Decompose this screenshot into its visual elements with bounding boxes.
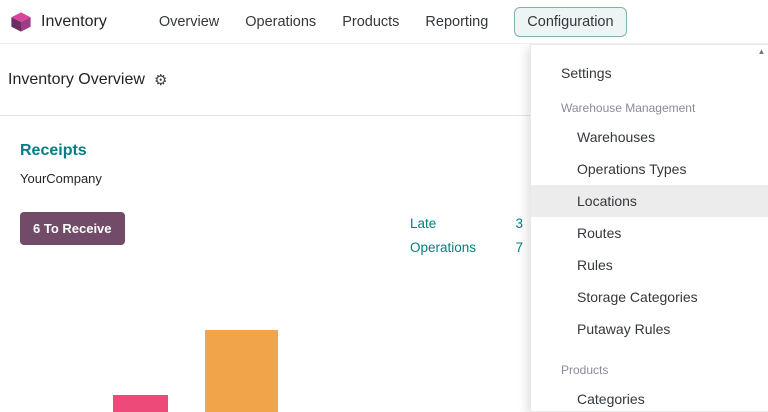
dropdown-item-categories[interactable]: Categories bbox=[577, 391, 645, 407]
dropdown-item-operations-types[interactable]: Operations Types bbox=[577, 161, 687, 177]
dropdown-item-rules[interactable]: Rules bbox=[577, 257, 613, 273]
gear-icon[interactable]: ⚙ bbox=[153, 71, 168, 89]
app-name[interactable]: Inventory bbox=[41, 12, 107, 30]
configuration-dropdown: Settings Warehouse Management Warehouses… bbox=[530, 44, 768, 412]
stat-late-label[interactable]: Late bbox=[410, 216, 437, 231]
dropdown-item-storage-categories[interactable]: Storage Categories bbox=[577, 289, 698, 305]
dropdown-section-products: Products bbox=[561, 363, 609, 377]
dropdown-item-putaway-rules[interactable]: Putaway Rules bbox=[577, 321, 671, 337]
stat-late[interactable]: Late 3 bbox=[410, 212, 523, 236]
dropdown-scrollbar[interactable]: ▲ bbox=[755, 44, 768, 412]
dropdown-item-warehouses[interactable]: Warehouses bbox=[577, 129, 656, 145]
menu-item-reporting[interactable]: Reporting bbox=[425, 13, 489, 30]
receipts-card-title[interactable]: Receipts bbox=[20, 142, 87, 159]
menu-item-overview[interactable]: Overview bbox=[158, 13, 220, 30]
page-title: Inventory Overview bbox=[8, 70, 145, 88]
dropdown-item-settings[interactable]: Settings bbox=[561, 65, 612, 81]
chart-bar-pink bbox=[113, 395, 168, 412]
stat-operations-label[interactable]: Operations bbox=[410, 240, 477, 255]
stat-late-value[interactable]: 3 bbox=[515, 216, 523, 231]
menu-item-products[interactable]: Products bbox=[342, 13, 400, 30]
menu-item-configuration[interactable]: Configuration bbox=[514, 6, 627, 37]
to-receive-button[interactable]: 6 To Receive bbox=[20, 212, 125, 245]
scroll-up-icon[interactable]: ▲ bbox=[757, 47, 766, 56]
receipts-card-company: YourCompany bbox=[20, 171, 102, 186]
dropdown-section-warehouse-management: Warehouse Management bbox=[561, 101, 696, 115]
menu-item-operations[interactable]: Operations bbox=[245, 13, 317, 30]
stat-operations[interactable]: Operations 7 bbox=[410, 236, 523, 260]
chart-bar-orange bbox=[205, 330, 278, 412]
top-navbar: Inventory Overview Operations Products R… bbox=[0, 0, 768, 44]
dropdown-item-locations[interactable]: Locations bbox=[531, 185, 768, 217]
dropdown-item-routes[interactable]: Routes bbox=[577, 225, 622, 241]
main-menu: Overview Operations Products Reporting C… bbox=[158, 6, 627, 37]
receipts-stats: Late 3 Operations 7 bbox=[410, 212, 523, 260]
inventory-app-icon[interactable] bbox=[10, 11, 32, 33]
stat-operations-value[interactable]: 7 bbox=[515, 240, 523, 255]
control-panel-divider bbox=[0, 115, 768, 116]
control-panel: Inventory Overview ⚙ bbox=[0, 44, 167, 115]
